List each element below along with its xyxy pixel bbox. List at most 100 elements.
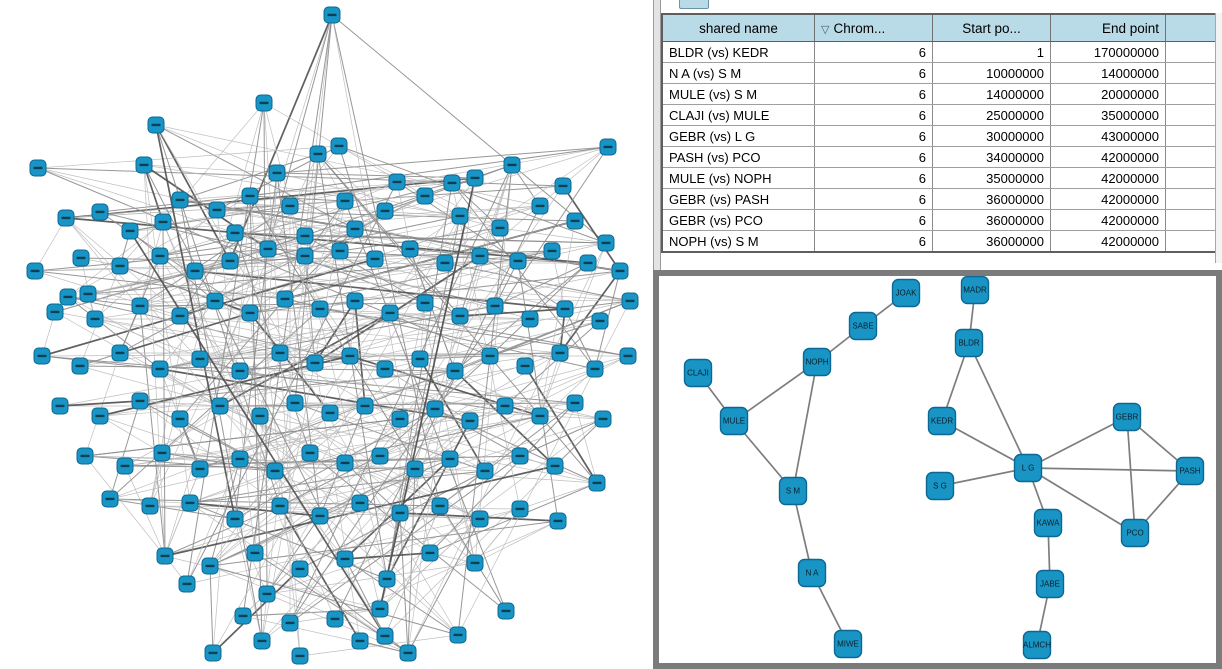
table-cell[interactable]: GEBR (vs) PASH xyxy=(662,188,815,210)
network-edge[interactable] xyxy=(266,462,346,595)
network-node[interactable] xyxy=(221,252,239,270)
network-node-BLDR[interactable]: BLDR xyxy=(954,328,984,358)
network-node[interactable] xyxy=(266,462,284,480)
network-edge[interactable] xyxy=(494,262,589,307)
network-node[interactable] xyxy=(556,300,574,318)
table-cell[interactable]: GEBR (vs) L G xyxy=(662,125,815,147)
network-edge[interactable] xyxy=(65,217,459,636)
network-edge[interactable] xyxy=(59,318,531,407)
node-shape[interactable] xyxy=(1033,508,1063,538)
network-edge[interactable] xyxy=(314,300,356,364)
hairball-network-canvas[interactable] xyxy=(0,0,656,669)
network-node[interactable] xyxy=(371,600,389,618)
network-edge[interactable] xyxy=(139,370,456,402)
network-node[interactable] xyxy=(611,262,629,280)
network-node[interactable] xyxy=(376,360,394,378)
network-node[interactable] xyxy=(91,203,109,221)
table-cell[interactable]: N A (vs) S M xyxy=(662,62,815,84)
table-cell[interactable]: 30000000 xyxy=(932,125,1051,147)
network-edge-NOPH-S M[interactable] xyxy=(792,361,818,492)
table-cell[interactable]: 192.0 xyxy=(1165,41,1222,63)
network-node[interactable] xyxy=(79,285,97,303)
table-cell[interactable]: MULE (vs) S M xyxy=(662,83,815,105)
network-node[interactable] xyxy=(191,460,209,478)
network-node[interactable] xyxy=(411,350,429,368)
network-edge[interactable] xyxy=(209,520,559,567)
table-row[interactable]: MULE (vs) NOPH6350000004200000010.5 xyxy=(662,167,1222,189)
table-cell[interactable]: 42000000 xyxy=(1050,146,1166,168)
network-edge[interactable] xyxy=(349,300,356,357)
network-node[interactable] xyxy=(116,457,134,475)
network-node[interactable] xyxy=(516,357,534,375)
network-node[interactable] xyxy=(226,510,244,528)
table-cell[interactable]: 6 xyxy=(814,62,933,84)
network-edge[interactable] xyxy=(239,352,561,460)
network-node[interactable] xyxy=(579,254,597,272)
detail-network-canvas[interactable]: JOAK MADR SABE BLDR NOPH CLAJI MULE KEDR GEBR L G… xyxy=(659,276,1216,663)
network-node[interactable] xyxy=(246,544,264,562)
table-cell[interactable]: 43000000 xyxy=(1050,125,1166,147)
network-edge[interactable] xyxy=(263,102,268,595)
network-edge[interactable] xyxy=(319,308,629,357)
network-edge[interactable] xyxy=(186,102,265,585)
network-edge[interactable] xyxy=(119,312,251,354)
network-edge[interactable] xyxy=(439,505,476,564)
table-row[interactable]: NOPH (vs) S M636000000420000009.9 xyxy=(662,230,1222,253)
network-edge[interactable] xyxy=(209,177,476,567)
network-edge[interactable] xyxy=(37,167,491,357)
network-node[interactable] xyxy=(531,197,549,215)
network-edge[interactable] xyxy=(219,402,576,407)
network-node[interactable] xyxy=(268,164,286,182)
network-edge[interactable] xyxy=(317,153,461,317)
table-row[interactable]: PASH (vs) PCO6340000004200000011.4 xyxy=(662,146,1222,168)
panel-tab-stub[interactable] xyxy=(679,0,709,9)
network-edge[interactable] xyxy=(155,124,278,174)
network-edge[interactable] xyxy=(119,352,221,407)
network-node[interactable] xyxy=(131,297,149,315)
network-node[interactable] xyxy=(346,220,364,238)
network-node[interactable] xyxy=(147,116,165,134)
network-node[interactable] xyxy=(441,450,459,468)
network-node[interactable] xyxy=(281,614,299,632)
network-edge[interactable] xyxy=(209,565,214,654)
network-edge[interactable] xyxy=(109,400,141,500)
table-cell[interactable]: 20000000 xyxy=(1050,83,1166,105)
network-edge[interactable] xyxy=(457,164,513,636)
network-edge[interactable] xyxy=(434,408,521,457)
network-edge[interactable] xyxy=(574,402,598,484)
network-edge[interactable] xyxy=(155,124,356,230)
node-shape[interactable] xyxy=(891,278,921,308)
network-node[interactable] xyxy=(258,585,276,603)
table-cell[interactable]: NOPH (vs) S M xyxy=(662,230,815,253)
network-edge[interactable] xyxy=(317,153,388,580)
network-node[interactable] xyxy=(153,444,171,462)
network-node[interactable] xyxy=(509,252,527,270)
network-edge[interactable] xyxy=(189,502,409,654)
network-edge[interactable] xyxy=(212,215,461,654)
network-node[interactable] xyxy=(86,310,104,328)
network-edge[interactable] xyxy=(143,164,278,174)
network-edge[interactable] xyxy=(344,558,459,636)
network-edge[interactable] xyxy=(129,230,386,637)
table-cell[interactable]: 5.9 xyxy=(1165,104,1222,126)
network-node-JABE[interactable]: JABE xyxy=(1035,569,1065,599)
network-node[interactable] xyxy=(33,347,51,365)
network-edge[interactable] xyxy=(499,227,607,244)
network-node[interactable] xyxy=(204,644,222,662)
network-node[interactable] xyxy=(496,397,514,415)
network-edge[interactable] xyxy=(149,505,521,510)
network-edge[interactable] xyxy=(65,182,453,219)
table-cell[interactable]: 14000000 xyxy=(1050,62,1166,84)
network-edge[interactable] xyxy=(229,146,609,262)
network-node-KAWA[interactable]: KAWA xyxy=(1033,508,1063,538)
table-cell[interactable]: 6 xyxy=(814,125,933,147)
detail-network-panel[interactable]: JOAK MADR SABE BLDR NOPH CLAJI MULE KEDR GEBR L G… xyxy=(653,270,1222,669)
network-edge[interactable] xyxy=(249,195,507,612)
table-cell[interactable]: 8.4 xyxy=(1165,209,1222,231)
network-node[interactable] xyxy=(281,197,299,215)
network-edge[interactable] xyxy=(289,205,361,642)
network-node[interactable] xyxy=(253,632,271,650)
network-node[interactable] xyxy=(291,560,309,578)
network-node[interactable] xyxy=(29,159,47,177)
network-edge[interactable] xyxy=(164,468,201,557)
